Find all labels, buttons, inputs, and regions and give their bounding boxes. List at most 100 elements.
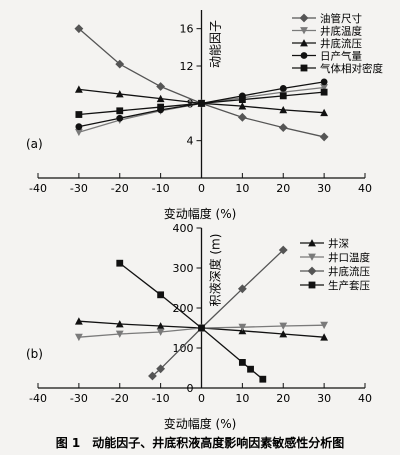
- chart-b-data-point: [116, 259, 124, 267]
- chart-b-x-tick-label: 30: [317, 392, 331, 405]
- chart-b-x-tick-label: -10: [152, 392, 170, 405]
- chart-b-x-tick-label: -40: [29, 392, 47, 405]
- chart-b-legend-entry: 井口温度: [300, 251, 370, 264]
- chart-b-data-point: [115, 330, 124, 338]
- chart-a-data-point: [279, 92, 287, 100]
- chart-b-legend-label: 井口温度: [328, 251, 370, 264]
- chart-a-legend-marker: [300, 52, 308, 59]
- chart-b-data-point: [156, 328, 165, 336]
- chart-a-data-point: [115, 90, 124, 98]
- chart-b-data-point: [74, 317, 83, 325]
- chart-a-series-5: [75, 88, 328, 118]
- chart-b-data-point: [157, 291, 165, 299]
- chart-a-data-point: [237, 112, 247, 122]
- chart-a-x-tick-label: 30: [317, 182, 331, 195]
- chart-b-y-tick-label: 200: [173, 302, 194, 315]
- chart-a-data-point: [74, 24, 84, 34]
- chart-b-x-tick-label: -30: [70, 392, 88, 405]
- chart-a-data-point: [319, 132, 329, 142]
- chart-b-data-point: [247, 365, 254, 373]
- chart-a-legend-marker: [300, 64, 308, 72]
- chart-a-legend-label: 油管尺寸: [320, 12, 362, 25]
- chart-a-data-point: [74, 128, 83, 137]
- chart-b-legend-entry: 井底流压: [300, 265, 370, 278]
- chart-a-y-tick-label: 16: [180, 23, 194, 36]
- chart-a-x-tick-label: -40: [29, 182, 47, 195]
- chart-a-legend-entry: 气体相对密度: [292, 62, 383, 75]
- chart-a-data-point: [116, 107, 124, 115]
- chart-b-legend-entry: 生产套压: [300, 279, 370, 292]
- chart-a-data-point: [320, 88, 328, 96]
- chart-b-x-tick-label: 40: [358, 392, 372, 405]
- chart-a-y-tick-label: 4: [187, 135, 194, 148]
- chart-a-y-axis-label: 动能因子: [209, 20, 223, 68]
- chart-a-data-point: [156, 94, 165, 103]
- chart-b-y-tick-label: 0: [187, 382, 194, 395]
- chart-a-y-tick-label: 12: [180, 60, 194, 73]
- chart-a-data-point: [116, 114, 124, 122]
- chart-a-legend-entry: 油管尺寸: [292, 12, 362, 25]
- chart-b-legend-label: 井底流压: [328, 265, 370, 278]
- chart-b-data-point: [279, 322, 288, 330]
- chart-a-legend-marker: [300, 39, 308, 47]
- chart-a-data-point: [238, 102, 247, 110]
- chart-a-data-point: [279, 105, 288, 114]
- chart-a-data-point: [75, 111, 83, 118]
- chart-b-data-point: [156, 364, 166, 374]
- chart-a-x-tick-label: -20: [111, 182, 129, 195]
- chart-a-legend-marker: [300, 27, 308, 35]
- chart-b-data-point: [148, 371, 157, 381]
- chart-b-x-tick-label: 20: [276, 392, 290, 405]
- chart-b-data-point: [198, 324, 205, 332]
- chart-a-data-point: [74, 85, 83, 93]
- chart-b-data-point: [115, 320, 124, 328]
- chart-b-data-point: [238, 359, 246, 366]
- chart-a-legend-label: 井底流压: [320, 37, 362, 50]
- chart-a-data-point: [320, 84, 329, 92]
- chart-a-data-point: [279, 85, 287, 92]
- chart-a-data-point: [157, 103, 165, 111]
- chart-a-data-point: [75, 123, 83, 131]
- chart-b-legend-marker: [308, 253, 316, 261]
- figure-caption: 图 1 动能因子、井底积液高度影响因素敏感性分析图: [56, 435, 345, 450]
- chart-b-x-axis-label: 变动幅度 (%): [164, 416, 237, 431]
- chart-b-data-point: [238, 323, 247, 332]
- chart-b-y-axis-label: 积液深度 (m): [208, 234, 223, 307]
- chart-b-legend-label: 生产套压: [328, 279, 370, 292]
- chart-a-legend-entry: 日产气量: [292, 50, 362, 63]
- chart-a-x-tick-label: 10: [235, 182, 249, 195]
- chart-b-series-4: [116, 259, 267, 383]
- chart-a-legend-entry: 井底温度: [292, 25, 362, 38]
- chart-b: 积液深度 (m) 变动幅度 (%) (b) -40 -30 -20 -10 0 10 20 3…: [26, 222, 372, 431]
- chart-b-legend-entry: 井深: [300, 237, 349, 250]
- chart-a-legend-marker: [299, 13, 309, 23]
- chart-a-x-tick-label: -10: [152, 182, 170, 195]
- chart-a-data-point: [156, 82, 166, 91]
- chart-a-data-point: [320, 78, 328, 86]
- chart-b-legend-marker: [307, 266, 317, 276]
- chart-a-legend-label: 气体相对密度: [320, 62, 383, 75]
- chart-a-data-point: [320, 108, 329, 117]
- chart-b-panel-label: (b): [26, 347, 43, 361]
- chart-a-data-point: [238, 96, 246, 103]
- chart-a-x-tick-label: 20: [276, 182, 290, 195]
- chart-a-panel-label: (a): [26, 137, 43, 151]
- chart-a-legend-label: 日产气量: [320, 50, 362, 63]
- chart-b-data-point: [320, 321, 329, 330]
- chart-a-x-tick-label: 0: [198, 182, 205, 195]
- chart-a-legend-entry: 井底流压: [292, 37, 362, 50]
- chart-b-data-point: [74, 333, 83, 342]
- chart-b-data-point: [237, 284, 247, 294]
- chart-a-data-point: [278, 123, 288, 132]
- chart-b-data-point: [259, 375, 267, 383]
- chart-b-legend-marker: [308, 239, 316, 247]
- chart-a-x-tick-label: -30: [70, 182, 88, 195]
- chart-a-x-axis-label: 变动幅度 (%): [164, 206, 237, 221]
- chart-a-legend-label: 井底温度: [320, 25, 362, 38]
- chart-b-x-tick-label: 0: [198, 392, 205, 405]
- chart-b-data-point: [278, 245, 288, 255]
- chart-a-data-point: [115, 59, 125, 69]
- chart-a-data-point: [198, 99, 205, 107]
- chart-b-x-tick-label: 10: [235, 392, 249, 405]
